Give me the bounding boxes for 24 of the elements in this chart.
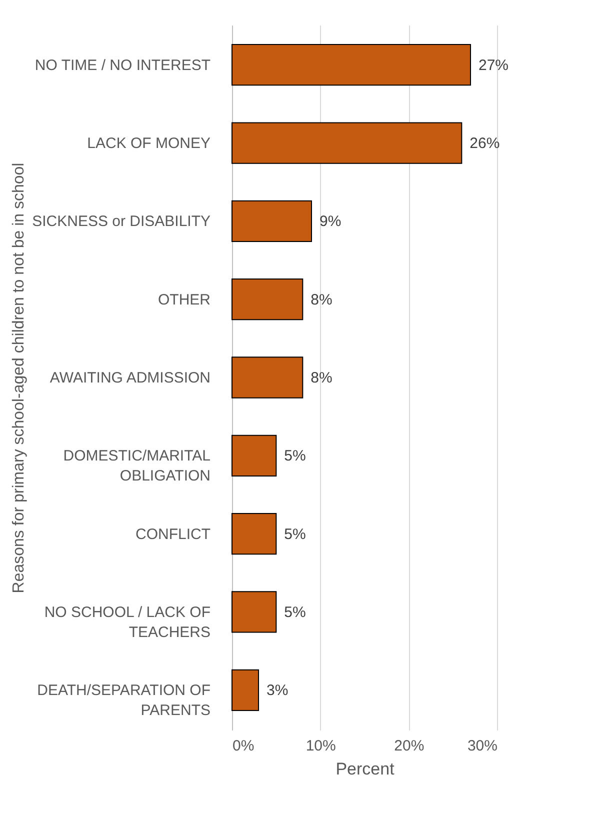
y-tick-label: NO SCHOOL / LACK OF TEACHERS <box>44 604 210 641</box>
y-axis-title: Reasons for primary school-aged children to not be in school <box>10 162 28 594</box>
y-tick-label: AWAITING ADMISSION <box>50 370 210 386</box>
data-label: 5% <box>284 526 306 543</box>
x-tick-label: 20% <box>394 738 424 754</box>
data-label: 26% <box>470 135 500 152</box>
x-tick-label: 10% <box>306 738 336 754</box>
data-label: 8% <box>310 291 332 308</box>
x-axis-title: Percent <box>336 760 395 778</box>
y-tick-label: NO TIME / NO INTEREST <box>34 56 210 74</box>
data-label: 5% <box>284 448 306 465</box>
y-tick-label: CONFLICT <box>136 526 210 543</box>
data-label: 9% <box>320 213 342 230</box>
y-tick-label: DOMESTIC/MARITAL OBLIGATION <box>63 448 210 485</box>
x-tick-label: 30% <box>467 738 498 754</box>
data-label: 3% <box>266 682 288 700</box>
data-label: 8% <box>310 370 332 386</box>
y-tick-label: OTHER <box>158 291 211 308</box>
data-label: 5% <box>284 604 306 621</box>
y-tick-label: LACK OF MONEY <box>87 135 210 152</box>
y-tick-label: DEATH/SEPARATION OF PARENTS <box>37 682 210 720</box>
data-label: 27% <box>478 56 509 74</box>
y-tick-label: SICKNESS or DISABILITY <box>32 213 210 230</box>
x-tick-label: 0% <box>232 738 254 754</box>
